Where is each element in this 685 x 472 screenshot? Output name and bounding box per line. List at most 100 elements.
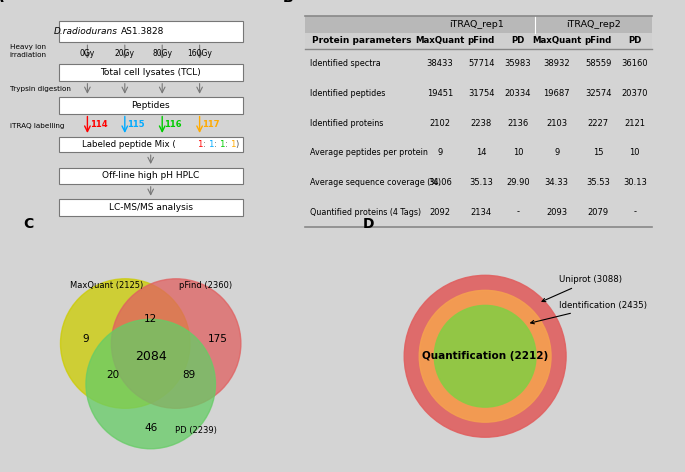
Text: PD: PD	[511, 36, 525, 45]
Text: 9: 9	[554, 148, 559, 157]
Text: Identified spectra: Identified spectra	[310, 59, 380, 68]
Text: Peptides: Peptides	[132, 101, 170, 110]
FancyBboxPatch shape	[59, 97, 242, 114]
Text: Total cell lysates (TCL): Total cell lysates (TCL)	[100, 68, 201, 77]
Text: 117: 117	[202, 120, 219, 129]
Text: 34.06: 34.06	[428, 178, 452, 187]
Text: 35983: 35983	[505, 59, 532, 68]
Text: 9: 9	[437, 148, 443, 157]
Text: iTRAQ labelling: iTRAQ labelling	[10, 123, 64, 129]
Text: MaxQuant: MaxQuant	[532, 36, 582, 45]
Text: pFind: pFind	[584, 36, 612, 45]
Text: iTRAQ_rep1: iTRAQ_rep1	[449, 20, 504, 29]
Circle shape	[86, 319, 216, 449]
Circle shape	[112, 279, 241, 408]
Bar	[418, 16, 652, 33]
FancyBboxPatch shape	[59, 199, 242, 216]
Text: 57714: 57714	[468, 59, 495, 68]
Text: 38932: 38932	[543, 59, 570, 68]
Text: pFind (2360): pFind (2360)	[179, 281, 232, 290]
Text: B: B	[282, 0, 293, 5]
Text: 2134: 2134	[471, 208, 492, 217]
FancyBboxPatch shape	[59, 137, 242, 152]
Text: 0Gy: 0Gy	[79, 49, 95, 58]
Text: Quantification (2212): Quantification (2212)	[422, 351, 548, 361]
Text: 114: 114	[90, 120, 108, 129]
Text: MaxQuant (2125): MaxQuant (2125)	[70, 281, 143, 290]
Text: 2121: 2121	[624, 118, 645, 127]
Text: 19687: 19687	[543, 89, 570, 98]
FancyBboxPatch shape	[59, 64, 242, 81]
Text: 1: 1	[197, 140, 203, 149]
Text: 2084: 2084	[135, 350, 166, 363]
Text: 175: 175	[208, 334, 227, 344]
Text: 29.90: 29.90	[506, 178, 530, 187]
Text: 58559: 58559	[585, 59, 611, 68]
Text: 12: 12	[144, 314, 158, 324]
Text: Identified proteins: Identified proteins	[310, 118, 383, 127]
Text: -: -	[516, 208, 519, 217]
Bar	[305, 33, 652, 49]
Text: PD (2239): PD (2239)	[175, 426, 216, 435]
Text: 2093: 2093	[546, 208, 567, 217]
Text: Protein parameters: Protein parameters	[312, 36, 412, 45]
Text: 34.33: 34.33	[545, 178, 569, 187]
Text: 10: 10	[513, 148, 523, 157]
Text: Identification (2435): Identification (2435)	[531, 301, 647, 324]
Text: 46: 46	[144, 423, 158, 433]
Text: 2092: 2092	[429, 208, 450, 217]
Circle shape	[404, 275, 566, 437]
Text: :: :	[225, 140, 227, 149]
Text: 36160: 36160	[621, 59, 648, 68]
Text: 35.53: 35.53	[586, 178, 610, 187]
Text: Off-line high pH HPLC: Off-line high pH HPLC	[102, 171, 199, 180]
Text: 89: 89	[182, 370, 195, 380]
Text: D: D	[362, 218, 374, 231]
Text: 2136: 2136	[508, 118, 529, 127]
Text: iTRAQ_rep2: iTRAQ_rep2	[566, 20, 621, 29]
Text: 2079: 2079	[588, 208, 609, 217]
Text: 20: 20	[106, 370, 119, 380]
Text: 10: 10	[630, 148, 640, 157]
Text: pFind: pFind	[468, 36, 495, 45]
Text: 1: 1	[208, 140, 214, 149]
Bar	[305, 16, 418, 33]
Text: 2227: 2227	[588, 118, 609, 127]
FancyBboxPatch shape	[59, 168, 242, 184]
Text: :: :	[214, 140, 216, 149]
FancyBboxPatch shape	[59, 21, 242, 42]
Text: Uniprot (3088): Uniprot (3088)	[542, 276, 622, 302]
Text: LC-MS/MS analysis: LC-MS/MS analysis	[109, 203, 192, 212]
Text: D.radiodurans: D.radiodurans	[53, 27, 118, 36]
Text: -: -	[634, 208, 636, 217]
Circle shape	[60, 279, 190, 408]
Text: 9: 9	[83, 334, 89, 344]
Text: 30.13: 30.13	[623, 178, 647, 187]
Text: 15: 15	[593, 148, 603, 157]
Text: C: C	[23, 218, 34, 231]
Text: 14: 14	[476, 148, 486, 157]
Text: 116: 116	[164, 120, 182, 129]
Text: 160Gy: 160Gy	[187, 49, 212, 58]
Text: 20370: 20370	[621, 89, 648, 98]
Text: MaxQuant: MaxQuant	[415, 36, 464, 45]
Text: Labeled peptide Mix (: Labeled peptide Mix (	[82, 140, 175, 149]
Text: Average sequence coverage (%): Average sequence coverage (%)	[310, 178, 441, 187]
Text: Heavy ion
irradiation: Heavy ion irradiation	[10, 44, 47, 59]
Circle shape	[434, 305, 536, 407]
Text: 19451: 19451	[427, 89, 453, 98]
Circle shape	[419, 290, 551, 422]
Text: 35.13: 35.13	[469, 178, 493, 187]
Text: 1: 1	[219, 140, 225, 149]
Text: 115: 115	[127, 120, 145, 129]
Text: 31754: 31754	[468, 89, 495, 98]
Text: Average peptides per protein: Average peptides per protein	[310, 148, 427, 157]
Text: Identified peptides: Identified peptides	[310, 89, 385, 98]
Text: Trypsin digestion: Trypsin digestion	[10, 86, 71, 92]
Text: A: A	[0, 0, 3, 5]
Text: 80Gy: 80Gy	[152, 49, 172, 58]
Text: Quantified proteins (4 Tags): Quantified proteins (4 Tags)	[310, 208, 421, 217]
Text: 32574: 32574	[585, 89, 611, 98]
Text: 2238: 2238	[471, 118, 492, 127]
Text: PD: PD	[628, 36, 642, 45]
